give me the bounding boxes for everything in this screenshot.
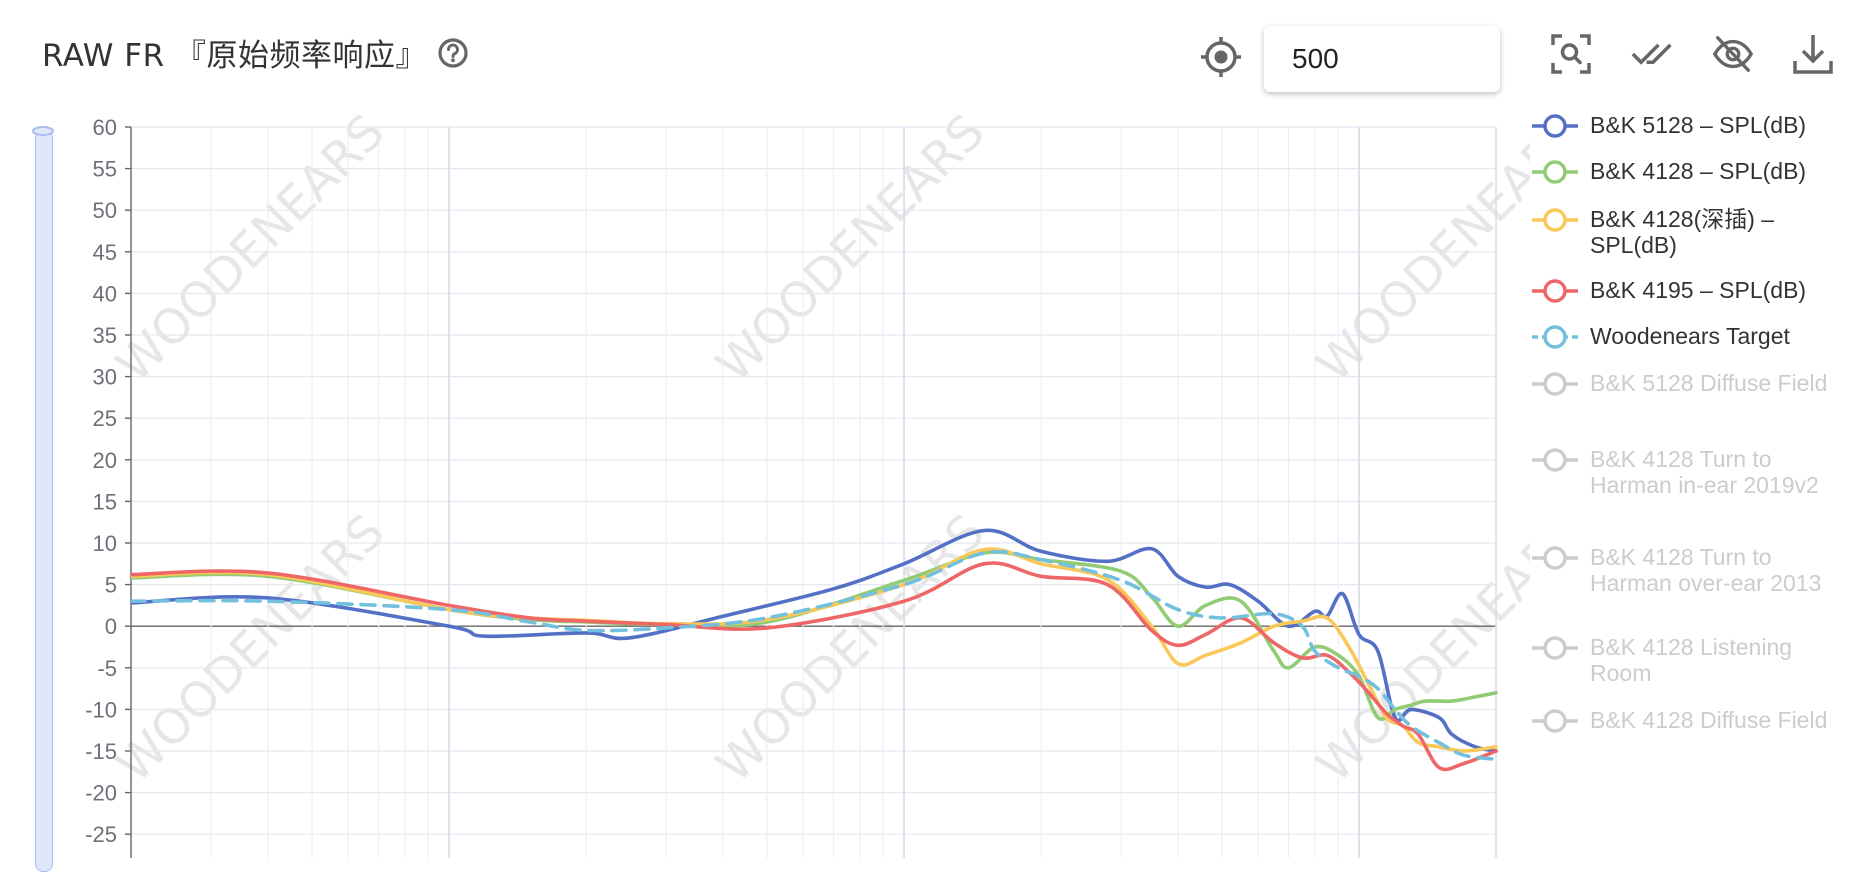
legend-symbol-icon	[1532, 114, 1578, 138]
double-check-icon[interactable]	[1631, 32, 1675, 76]
series-line-b-k-5128-spl-db-[interactable]	[131, 528, 1498, 753]
legend-label: B&K 4128 Turn to Harman in-ear 2019v2	[1590, 446, 1819, 498]
chart-grid	[130, 126, 1497, 858]
legend-item[interactable]: B&K 5128 – SPL(dB)	[1530, 112, 1850, 140]
y-tick-label: 50	[93, 198, 117, 223]
y-tick-label: -25	[85, 822, 117, 847]
legend-item[interactable]: B&K 4128 Turn to Harman in-ear 2019v2	[1530, 446, 1850, 498]
y-tick-label: -10	[85, 697, 117, 722]
watermark-text: WOODENEARS	[706, 504, 995, 793]
slider-handle-icon[interactable]	[30, 124, 56, 138]
download-icon[interactable]	[1791, 32, 1835, 76]
chart-series	[131, 528, 1498, 772]
frequency-input-box	[1264, 26, 1500, 92]
y-tick-label: -5	[97, 656, 117, 681]
y-tick-label: 5	[105, 573, 117, 598]
legend-label: B&K 5128 – SPL(dB)	[1590, 112, 1807, 138]
legend-label: B&K 4128 Turn to Harman over-ear 2013	[1590, 544, 1822, 596]
legend-symbol-icon	[1532, 279, 1578, 303]
legend-symbol-icon	[1532, 372, 1578, 396]
legend-label: B&K 4128(深插) – SPL(dB)	[1590, 206, 1775, 258]
locate-icon[interactable]	[1199, 35, 1243, 79]
y-tick-label: 15	[93, 489, 117, 514]
y-tick-label: 25	[93, 406, 117, 431]
series-line-b-k-4195-spl-db-[interactable]	[131, 561, 1498, 772]
legend-item[interactable]: B&K 4195 – SPL(dB)	[1530, 277, 1850, 305]
legend-symbol-icon	[1532, 160, 1578, 184]
y-tick-label: 40	[93, 281, 117, 306]
legend-item[interactable]: B&K 4128 Diffuse Field	[1530, 707, 1850, 735]
y-tick-label: 20	[93, 448, 117, 473]
series-line-woodenears-target[interactable]	[131, 549, 1498, 762]
legend-label: B&K 4128 Diffuse Field	[1590, 707, 1828, 733]
legend-symbol-icon	[1532, 709, 1578, 733]
y-tick-label: -15	[85, 739, 117, 764]
y-tick-label: 35	[93, 323, 117, 348]
legend-label: B&K 4195 – SPL(dB)	[1590, 277, 1807, 303]
legend-label: B&K 5128 Diffuse Field	[1590, 370, 1828, 396]
legend-symbol-icon	[1532, 208, 1578, 232]
legend-item[interactable]: Woodenears Target	[1530, 323, 1850, 351]
eye-off-icon[interactable]	[1711, 32, 1755, 76]
legend-label: B&K 4128 Listening Room	[1590, 634, 1793, 686]
legend-symbol-icon	[1532, 546, 1578, 570]
legend-symbol-icon	[1532, 448, 1578, 472]
y-tick-label: -20	[85, 781, 117, 806]
y-tick-label: 55	[93, 157, 117, 182]
legend-item[interactable]: B&K 4128 – SPL(dB)	[1530, 158, 1850, 186]
watermark-layer: WOODENEARS WOODENEARS WOODENEARS WOODENEARS…	[106, 104, 1530, 793]
watermark-text: WOODENEARS	[706, 104, 995, 393]
y-tick-label: 0	[105, 614, 117, 639]
zoom-search-icon[interactable]	[1549, 32, 1593, 76]
legend-item[interactable]: B&K 4128 Listening Room	[1530, 634, 1850, 686]
help-icon[interactable]	[437, 37, 469, 69]
frequency-response-chart[interactable]: WOODENEARS WOODENEARS WOODENEARS WOODENEARS…	[0, 0, 1530, 858]
legend-item[interactable]: B&K 5128 Diffuse Field	[1530, 370, 1850, 398]
legend-label: Woodenears Target	[1590, 323, 1790, 349]
legend-symbol-icon	[1532, 636, 1578, 660]
legend-item[interactable]: B&K 4128 Turn to Harman over-ear 2013	[1530, 544, 1850, 596]
title-text: RAW FR 『原始频率响应』	[42, 38, 428, 74]
y-tick-label: 45	[93, 240, 117, 265]
frequency-input[interactable]	[1290, 42, 1484, 76]
y-tick-label: 60	[93, 115, 117, 140]
watermark-text: WOODENEARS	[106, 104, 395, 393]
y-tick-label: 10	[93, 531, 117, 556]
chart-title: RAW FR 『原始频率响应』	[42, 30, 469, 75]
watermark-text: WOODENEARS	[106, 504, 395, 793]
legend-item[interactable]: B&K 4128(深插) – SPL(dB)	[1530, 206, 1850, 258]
y-tick-label: 30	[93, 365, 117, 390]
legend-symbol-icon	[1532, 325, 1578, 349]
legend-label: B&K 4128 – SPL(dB)	[1590, 158, 1807, 184]
